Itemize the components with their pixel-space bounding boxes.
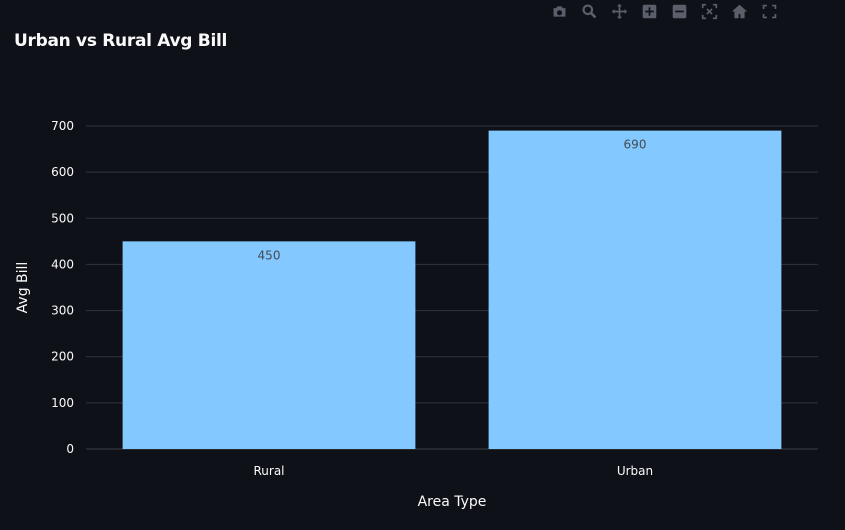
- y-tick-label: 600: [51, 165, 74, 179]
- y-tick-label: 300: [51, 304, 74, 318]
- y-tick-label: 0: [66, 442, 74, 456]
- y-tick-label: 200: [51, 350, 74, 364]
- x-axis-title: Area Type: [418, 494, 487, 510]
- y-tick-label: 100: [51, 396, 74, 410]
- bar-value-label: 690: [624, 138, 647, 152]
- bar-urban[interactable]: [489, 131, 782, 449]
- bars: 450 690: [123, 131, 782, 449]
- y-tick-label: 500: [51, 211, 74, 225]
- x-tick-label: Rural: [253, 464, 284, 478]
- y-tick-label: 400: [51, 257, 74, 271]
- x-tick-label: Urban: [617, 464, 653, 478]
- y-tick-label: 700: [51, 119, 74, 133]
- y-tick-labels: 0 100 200 300 400 500 600 700: [51, 119, 74, 456]
- x-tick-labels: Rural Urban: [253, 464, 653, 478]
- bar-rural[interactable]: [123, 241, 416, 449]
- y-axis-title: Avg Bill: [15, 262, 31, 314]
- bar-value-label: 450: [258, 248, 281, 262]
